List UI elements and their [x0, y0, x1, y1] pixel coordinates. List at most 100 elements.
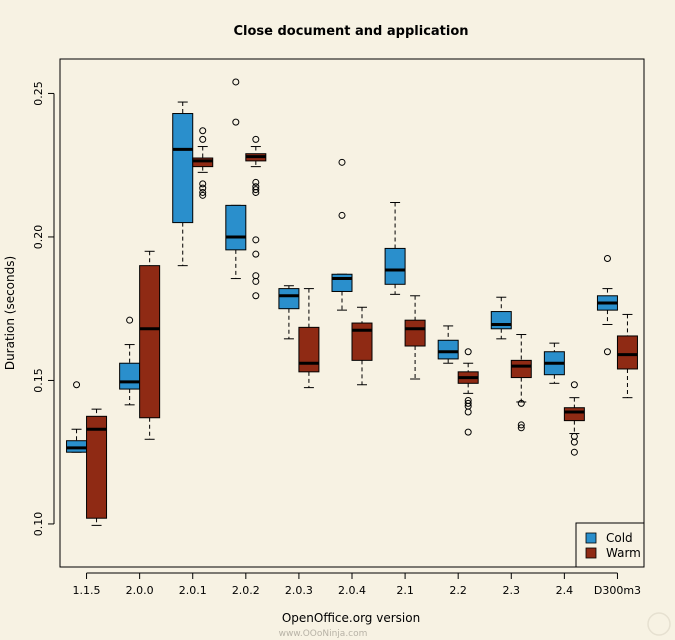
box-cold: [119, 316, 141, 406]
iqr-box: [563, 407, 585, 422]
outlier-point: [464, 348, 472, 356]
iqr-box: [384, 247, 406, 285]
y-tick-label: 0.10: [32, 512, 45, 537]
outlier-point: [232, 78, 240, 86]
legend-box: [575, 522, 645, 568]
outlier-point: [464, 408, 472, 416]
outlier-point: [232, 118, 240, 126]
legend-swatch-cold: [585, 532, 597, 544]
outlier-point: [252, 250, 260, 258]
iqr-box: [331, 273, 353, 292]
outlier-point: [199, 127, 207, 135]
x-tick-label: D300m3: [594, 584, 641, 597]
box-cold: [172, 101, 194, 267]
outlier-point: [252, 272, 260, 280]
legend-label-warm: Warm: [606, 546, 641, 560]
plot-frame: [59, 58, 645, 568]
iqr-box: [351, 322, 373, 361]
chart-title: Close document and application: [233, 24, 468, 39]
y-axis-label: Duration (seconds): [3, 256, 17, 370]
outlier-point: [570, 448, 578, 456]
box-cold: [490, 296, 512, 340]
iqr-box: [139, 265, 161, 419]
box-cold: [225, 78, 247, 280]
outlier-point: [517, 424, 525, 432]
x-tick-label: 2.0.2: [232, 584, 260, 597]
outlier-point: [464, 428, 472, 436]
outlier-point: [199, 180, 207, 188]
box-warm: [457, 348, 479, 436]
iqr-box: [225, 204, 247, 251]
outlier-point: [199, 135, 207, 143]
iqr-box: [404, 319, 426, 347]
x-tick-label: 2.0.3: [285, 584, 313, 597]
box-warm: [192, 127, 214, 199]
iqr-box: [119, 362, 141, 390]
outlier-point: [517, 421, 525, 429]
box-cold: [437, 325, 459, 364]
box-cold: [543, 342, 565, 384]
y-axis: 0.10 0.15 0.20 0.25: [32, 81, 55, 537]
x-tick-label: 2.2: [449, 584, 467, 597]
box-cold: [66, 381, 88, 453]
iqr-box: [172, 113, 194, 224]
iqr-box: [298, 326, 320, 373]
legend: Cold Warm: [575, 522, 645, 568]
box-warm: [298, 288, 320, 389]
outlier-point: [570, 381, 578, 389]
box-cold: [596, 254, 618, 356]
iqr-box: [510, 359, 532, 379]
outlier-point: [252, 236, 260, 244]
legend-label-cold: Cold: [606, 531, 633, 545]
outlier-point: [570, 432, 578, 440]
x-tick-label: 2.0.0: [126, 584, 154, 597]
box-cold: [278, 285, 300, 340]
outlier-point: [517, 399, 525, 407]
x-tick-label: 2.1: [396, 584, 414, 597]
y-tick-label: 0.20: [32, 225, 45, 250]
box-series: [66, 78, 638, 526]
x-tick-label: 2.0.1: [179, 584, 207, 597]
x-tick-label: 2.0.4: [338, 584, 366, 597]
x-tick-label: 2.3: [503, 584, 521, 597]
iqr-box: [86, 415, 108, 519]
outlier-point: [199, 188, 207, 196]
x-axis: 1.1.5 2.0.0 2.0.1 2.0.2 2.0.3 2.0.4 2.1 2.2 2.3 2…: [73, 572, 641, 597]
box-warm: [86, 408, 108, 526]
y-tick-label: 0.25: [32, 81, 45, 106]
outlier-point: [199, 191, 207, 199]
box-cold: [384, 202, 406, 295]
outlier-point: [464, 399, 472, 407]
box-warm: [563, 381, 585, 456]
watermark-text: www.OOoNinja.com: [279, 629, 368, 639]
box-warm: [404, 295, 426, 380]
box-cold: [331, 158, 353, 311]
outlier-point: [603, 348, 611, 356]
outlier-point: [570, 438, 578, 446]
outlier-point: [252, 178, 260, 186]
y-tick-label: 0.15: [32, 368, 45, 393]
x-tick-label: 1.1.5: [73, 584, 101, 597]
outlier-point: [252, 186, 260, 194]
box-warm: [245, 135, 267, 300]
box-warm: [351, 306, 373, 386]
outlier-point: [126, 316, 134, 324]
outlier-point: [252, 292, 260, 300]
outlier-point: [252, 135, 260, 143]
outlier-point: [252, 188, 260, 196]
iqr-box: [490, 311, 512, 330]
outlier-point: [199, 184, 207, 192]
box-warm: [139, 250, 161, 440]
outlier-point: [338, 211, 346, 219]
outlier-point: [252, 277, 260, 285]
outlier-point: [603, 254, 611, 262]
outlier-point: [73, 381, 81, 389]
iqr-box: [437, 339, 459, 360]
outlier-point: [338, 158, 346, 166]
iqr-box: [278, 288, 300, 310]
x-tick-label: 2.4: [556, 584, 574, 597]
box-warm: [616, 313, 638, 399]
legend-swatch-warm: [585, 547, 597, 559]
